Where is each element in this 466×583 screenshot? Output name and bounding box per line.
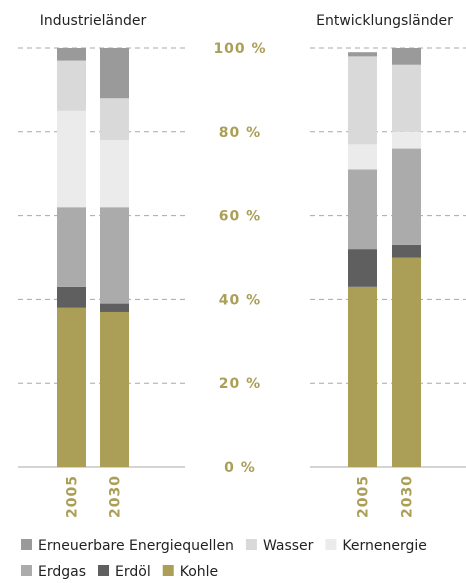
bar-segment-erdgas-group-1-2005 xyxy=(57,207,86,287)
y-tick-label-60: 60 % xyxy=(219,209,261,225)
bar-segment-kernenergie-group-2-2005 xyxy=(348,144,377,170)
legend-swatch-wasser xyxy=(245,539,257,550)
bar-segment-kernenergie-group-1-2030 xyxy=(100,140,129,208)
bar-segment-wasser-group-2-2005 xyxy=(348,56,377,145)
y-tick-label-20: 20 % xyxy=(219,376,261,392)
group-title-2: Entwicklungsländer xyxy=(316,13,453,29)
x-tick-label-group-1-2005: 2005 xyxy=(65,475,81,518)
legend-swatch-erneuerbare-energiequellen xyxy=(21,539,32,550)
bar-segment-erdöl-group-1-2030 xyxy=(100,303,129,312)
text-layer: 0 % 20 % 40 % 60 % 80 % 100 % Industrieländer 2… xyxy=(40,13,453,518)
legend-label-erneuerbare-energiequellen: Erneuerbare Energiequellen xyxy=(38,538,234,554)
y-tick-label-0: 0 % xyxy=(224,460,256,476)
legend-label-erdgas: Erdgas xyxy=(38,564,86,580)
group-title-1: Industrieländer xyxy=(40,13,147,29)
legend-label-wasser: Wasser xyxy=(263,538,314,554)
legend-label-kernenergie: Kernenergie xyxy=(342,538,426,554)
bar-segment-erneuerbare-energiequellen-group-1-2030 xyxy=(100,48,129,99)
bar-segment-kohle-group-2-2005 xyxy=(348,286,377,467)
bar-segment-erdgas-group-2-2005 xyxy=(348,169,377,250)
bar-segment-erdöl-group-2-2030 xyxy=(392,244,421,258)
y-tick-label-40: 40 % xyxy=(219,292,261,308)
bar-segment-erdöl-group-2-2005 xyxy=(348,249,377,287)
bar-segment-erneuerbare-energiequellen-group-2-2030 xyxy=(392,48,421,65)
legend-label-erdöl: Erdöl xyxy=(115,564,151,580)
bar-segment-kohle-group-1-2030 xyxy=(100,311,129,467)
bar-segment-kernenergie-group-1-2005 xyxy=(57,110,86,208)
legend-swatch-kohle xyxy=(162,565,174,576)
bar-segment-erdgas-group-2-2030 xyxy=(392,148,421,245)
bar-segment-wasser-group-2-2030 xyxy=(392,64,421,132)
bar-segment-kernenergie-group-2-2030 xyxy=(392,131,421,149)
bar-segment-erneuerbare-energiequellen-group-1-2005 xyxy=(57,48,86,61)
legend-swatch-kernenergie xyxy=(325,539,337,550)
bar-segment-erdöl-group-1-2005 xyxy=(57,286,86,308)
x-tick-label-group-2-2005: 2005 xyxy=(356,475,372,518)
legend-label-kohle: Kohle xyxy=(180,564,218,580)
bar-segment-erneuerbare-energiequellen-group-2-2005 xyxy=(348,52,377,57)
bars-layer xyxy=(57,48,421,467)
legend-swatch-erdgas xyxy=(21,565,32,576)
bar-segment-kohle-group-1-2005 xyxy=(57,307,86,467)
bar-segment-wasser-group-1-2005 xyxy=(57,60,86,111)
y-tick-label-100: 100 % xyxy=(213,41,266,57)
legend-swatch-erdöl xyxy=(98,565,110,576)
bar-segment-erdgas-group-1-2030 xyxy=(100,207,129,304)
bar-segment-kohle-group-2-2030 xyxy=(392,257,421,467)
y-tick-label-80: 80 % xyxy=(219,125,261,141)
x-tick-label-group-2-2030: 2030 xyxy=(400,475,416,518)
x-tick-label-group-1-2030: 2030 xyxy=(108,475,124,518)
legend: Erneuerbare Energiequellen Wasser Kernener… xyxy=(21,538,427,580)
bar-segment-wasser-group-1-2030 xyxy=(100,98,129,141)
